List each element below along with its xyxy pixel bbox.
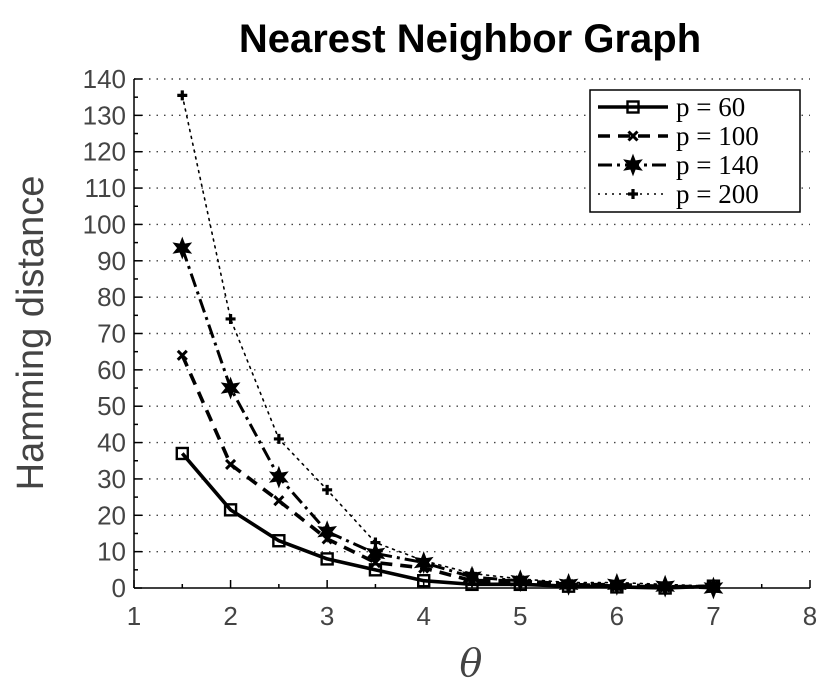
- y-axis-label: Hamming distance: [10, 176, 52, 491]
- data-point: [417, 574, 431, 588]
- data-point: [272, 534, 286, 548]
- data-point: [515, 573, 526, 584]
- data-point: [177, 90, 188, 101]
- legend-entry: p = 100: [598, 121, 759, 151]
- series-2: [176, 349, 719, 593]
- tick-marks: 0 10 20 30 40 50 60 70 80 90 100 110 120 130 140 1 2 3 4 5 6…: [83, 64, 818, 631]
- x-tick-label: 6: [610, 601, 624, 631]
- y-tick-label: 10: [97, 537, 126, 567]
- legend-label: p = 60: [676, 92, 745, 122]
- data-point: [225, 458, 237, 470]
- legend-entry: p = 60: [598, 92, 745, 122]
- chart-title: Nearest Neighbor Graph: [239, 17, 701, 61]
- data-point: [175, 446, 189, 461]
- data-point: [611, 577, 622, 588]
- data-point: [273, 495, 285, 507]
- y-tick-label: 110: [85, 173, 126, 203]
- data-point: [708, 581, 719, 592]
- x-tick-label: 7: [706, 601, 720, 631]
- legend-label: p = 100: [676, 121, 759, 151]
- legend-box: [589, 89, 801, 213]
- data-point: [628, 189, 638, 199]
- y-tick-label: 120: [83, 137, 126, 167]
- series-line: [180, 247, 714, 590]
- data-point: [418, 555, 429, 566]
- data-point: [322, 484, 333, 495]
- data-point: [172, 236, 193, 260]
- y-tick-label: 80: [97, 282, 126, 312]
- data-point: [273, 433, 284, 444]
- y-tick-label: 30: [97, 464, 126, 494]
- y-tick-label: 140: [83, 64, 126, 94]
- y-tick-label: 20: [97, 500, 126, 530]
- y-tick-label: 90: [97, 246, 126, 276]
- y-tick-label: 130: [83, 100, 126, 130]
- series-line: [180, 354, 714, 589]
- x-tick-label: 8: [803, 601, 817, 631]
- x-axis-label: θ: [460, 641, 483, 679]
- y-tick-label: 70: [97, 319, 126, 349]
- data-point: [627, 130, 639, 142]
- data-point: [320, 552, 334, 566]
- x-tick-label: 4: [416, 601, 430, 631]
- data-point: [563, 577, 574, 588]
- legend-label: p = 140: [676, 150, 759, 180]
- series-4: [177, 90, 719, 592]
- series-1: [175, 446, 721, 595]
- series-3: [172, 236, 724, 600]
- data-point: [626, 100, 640, 114]
- x-tick-label: 1: [127, 601, 141, 631]
- x-tick-label: 2: [223, 601, 237, 631]
- data-point: [225, 313, 236, 324]
- data-point: [268, 465, 289, 489]
- data-point: [370, 537, 381, 548]
- data-point: [223, 503, 238, 517]
- series-line: [181, 94, 715, 587]
- y-tick-label: 60: [97, 355, 126, 385]
- series-line: [180, 452, 714, 590]
- y-tick-label: 100: [83, 209, 126, 239]
- data-point: [660, 579, 671, 590]
- series-layer: [172, 90, 724, 600]
- data-point: [317, 520, 338, 544]
- data-point: [467, 568, 477, 579]
- data-point: [623, 153, 643, 177]
- data-point: [365, 542, 386, 565]
- legend-entry: p = 200: [598, 179, 759, 209]
- x-tick-label: 5: [513, 601, 527, 631]
- data-point: [220, 376, 241, 400]
- y-tick-label: 50: [97, 391, 126, 421]
- legend-entry: p = 140: [598, 150, 759, 180]
- data-point: [176, 349, 188, 361]
- x-tick-label: 3: [320, 601, 334, 631]
- legend-label: p = 200: [676, 179, 759, 209]
- y-tick-label: 40: [97, 428, 126, 458]
- y-tick-label: 0: [112, 573, 126, 603]
